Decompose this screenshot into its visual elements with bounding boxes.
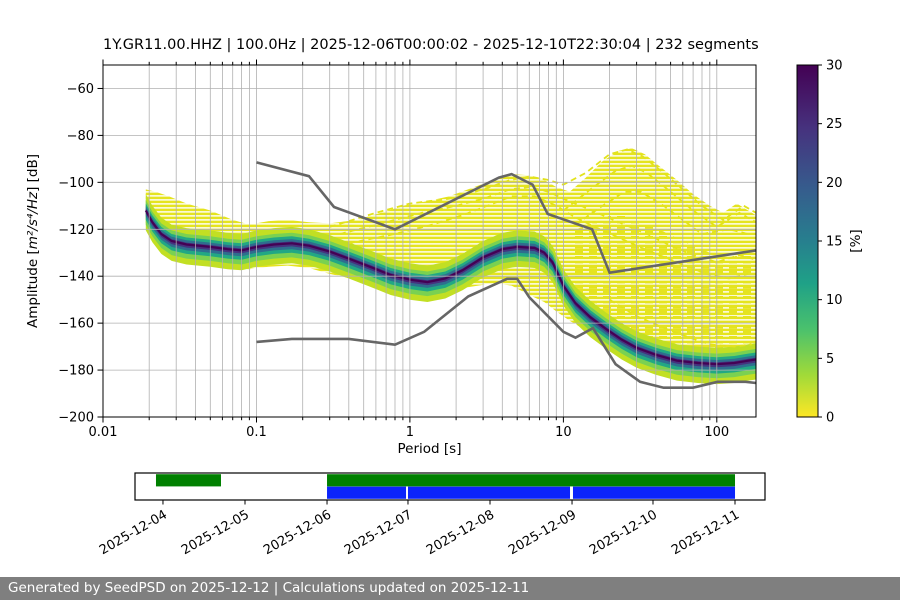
colorbar-label: [%]	[848, 229, 864, 253]
axes-frame	[102, 64, 757, 418]
colorbar-tick-label: 20	[826, 176, 843, 191]
psd-streak-4	[348, 195, 749, 280]
timeline-date-label: 2025-12-09	[506, 507, 579, 558]
colorbar-tick-label: 0	[826, 411, 834, 426]
timeline-processed-segment-1	[407, 486, 571, 499]
y-axis-label-units: m²/s⁴/Hz	[25, 191, 41, 250]
y-tick-label: −60	[67, 82, 94, 97]
timeline-coverage-segment-0	[155, 474, 221, 487]
colorbar-tick-label: 10	[826, 293, 843, 308]
timeline-coverage-segment-1	[327, 474, 736, 487]
timeline-processed-segment-2	[572, 486, 736, 499]
y-tick-label: −140	[58, 270, 94, 285]
psd-streak-0	[329, 148, 756, 228]
y-axis-label: Amplitude [m²/s⁴/Hz] [dB]	[25, 154, 41, 328]
chart-title: 1Y.GR11.00.HHZ | 100.0Hz | 2025-12-06T00…	[103, 37, 759, 53]
colorbar: 0 5 10 15 20 25 30	[796, 59, 843, 426]
y-axis-label-suffix: ] [dB]	[25, 153, 41, 192]
y-tick-label: −160	[58, 317, 94, 332]
footer-bar: Generated by SeedPSD on 2025-12-12 | Cal…	[0, 577, 900, 600]
timeline-date-label: 2025-12-06	[261, 507, 334, 558]
y-tick-label: −100	[58, 176, 94, 191]
high-noise-model-line	[256, 161, 756, 275]
x-tick-label: 10	[555, 425, 572, 440]
low-noise-model-line	[256, 277, 756, 390]
timeline-date-label: 2025-12-11	[669, 507, 742, 558]
footer-text: Generated by SeedPSD on 2025-12-12 | Cal…	[8, 580, 530, 596]
noise-models	[256, 161, 756, 390]
y-tick-label: −80	[67, 129, 94, 144]
y-tick-label: −180	[58, 364, 94, 379]
colorbar-tick-label: 30	[826, 59, 843, 74]
y-axis-label-prefix: Amplitude [	[25, 249, 41, 329]
timeline-date-label: 2025-12-07	[342, 507, 415, 558]
colorbar-tick-label: 25	[826, 117, 843, 132]
x-tick-label: 0.1	[246, 425, 267, 440]
x-axis-label: Period [s]	[397, 441, 462, 457]
colorbar-tick-label: 15	[826, 235, 843, 250]
y-tick-label: −200	[58, 411, 94, 426]
x-tick-label: 100	[704, 425, 729, 440]
timeline-processed-segment-0	[327, 486, 407, 499]
psd-density	[144, 148, 756, 385]
timeline-date-label: 2025-12-05	[179, 507, 252, 558]
timeline-date-label: 2025-12-08	[424, 507, 497, 558]
axes-ticks: 0.01 0.1 1 10 100 −60 −80 −100 −120 −140 −160 −180 −…	[58, 59, 729, 440]
y-tick-label: −120	[58, 223, 94, 238]
x-tick-label: 0.01	[89, 425, 118, 440]
x-tick-label: 1	[406, 425, 414, 440]
timeline-date-label: 2025-12-10	[587, 507, 660, 558]
timeline: 2025-12-04 2025-12-05 2025-12-06 2025-12-07…	[97, 472, 766, 558]
psd-streak-3	[339, 186, 756, 264]
colorbar-tick-label: 5	[826, 352, 834, 367]
timeline-date-label: 2025-12-04	[97, 507, 170, 558]
